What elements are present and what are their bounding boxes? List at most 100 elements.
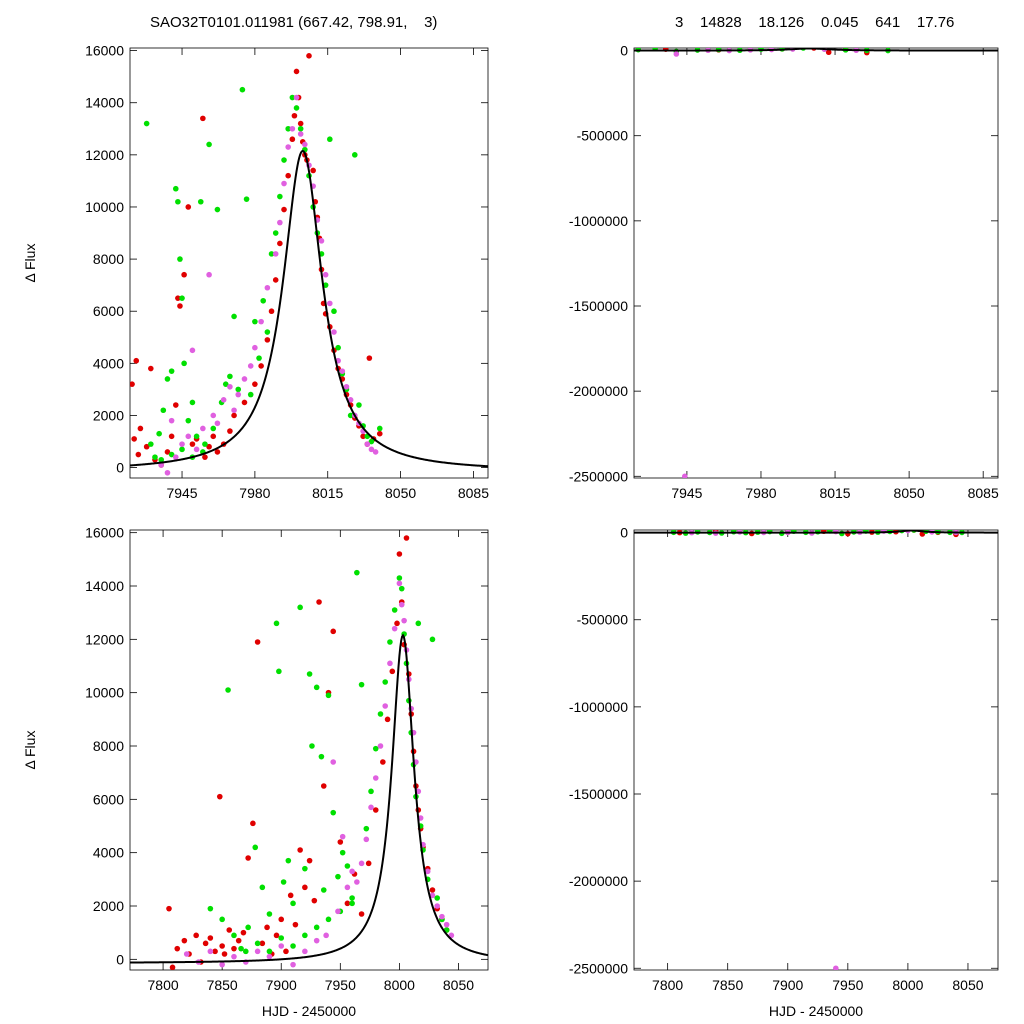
- point-violet: [429, 892, 436, 899]
- point-violet: [285, 144, 291, 150]
- point-green: [160, 407, 167, 414]
- point-red: [365, 860, 372, 867]
- point-red: [258, 363, 264, 369]
- point-green: [285, 857, 292, 864]
- point-violet: [254, 948, 261, 955]
- point-green: [325, 692, 332, 699]
- point-violet: [434, 903, 440, 909]
- point-green: [259, 884, 266, 891]
- x-tick-label: 7800: [148, 977, 179, 993]
- point-green: [181, 360, 187, 367]
- point-red: [372, 807, 379, 813]
- point-violet: [673, 51, 680, 57]
- plot-area: [130, 53, 488, 476]
- point-violet: [387, 660, 393, 667]
- point-violet: [354, 879, 360, 885]
- point-violet: [382, 703, 389, 709]
- point-red: [344, 900, 351, 907]
- point-red: [264, 924, 270, 931]
- panel-top-right: 7945 7980 8015 8050 8085 0 -500000 -1000000 -150…: [569, 43, 999, 501]
- point-violet: [206, 271, 212, 278]
- point-violet: [318, 238, 325, 244]
- point-green: [272, 230, 279, 236]
- x-tick-label: 8050: [385, 485, 416, 501]
- point-violet: [302, 141, 308, 148]
- point-red: [264, 337, 271, 343]
- model-curve: [634, 530, 998, 534]
- point-red: [254, 639, 261, 645]
- point-green: [207, 905, 214, 912]
- point-green: [382, 679, 389, 685]
- point-green: [368, 788, 374, 795]
- point-green: [231, 313, 237, 320]
- point-red: [306, 53, 312, 59]
- point-green: [276, 668, 282, 675]
- point-green: [391, 607, 398, 613]
- point-green: [339, 849, 346, 856]
- point-red: [143, 443, 150, 450]
- point-green: [297, 125, 304, 132]
- y-tick-label: 10000: [85, 199, 124, 215]
- point-violet: [347, 397, 354, 403]
- point-green: [280, 879, 287, 885]
- point-red: [292, 921, 299, 928]
- x-tick-label: 8050: [894, 485, 925, 501]
- point-green: [358, 681, 365, 688]
- point-red: [366, 355, 373, 361]
- point-red: [358, 911, 365, 917]
- point-violet: [372, 775, 379, 781]
- point-violet: [398, 601, 405, 608]
- point-green: [185, 417, 192, 424]
- point-violet: [281, 180, 287, 187]
- point-red: [168, 433, 175, 440]
- point-violet: [214, 420, 221, 427]
- point-violet: [313, 937, 320, 944]
- point-violet: [193, 446, 200, 453]
- y-tick-label: 16000: [85, 43, 124, 59]
- point-green: [210, 425, 217, 432]
- point-violet: [277, 219, 283, 226]
- point-violet: [372, 449, 379, 455]
- point-red: [272, 277, 279, 283]
- point-red: [202, 940, 209, 947]
- point-green: [202, 441, 208, 447]
- point-green: [278, 935, 285, 941]
- point-red: [316, 599, 322, 605]
- point-red: [131, 436, 137, 442]
- point-red: [148, 365, 154, 372]
- point-red: [231, 412, 237, 419]
- point-green: [264, 329, 271, 335]
- point-violet: [172, 454, 179, 460]
- x-tick-label: 8000: [384, 977, 415, 993]
- y-tick-label: 14000: [85, 95, 124, 111]
- point-red: [277, 240, 283, 247]
- point-red: [384, 716, 391, 723]
- point-green: [309, 743, 315, 749]
- point-violet: [424, 868, 431, 875]
- point-red: [302, 884, 308, 891]
- y-tick-label: 0: [116, 460, 124, 476]
- model-curve: [634, 48, 998, 52]
- y-tick-label: -2000000: [569, 383, 628, 399]
- point-green: [175, 198, 181, 205]
- x-tick-label: 7945: [166, 485, 197, 501]
- point-red: [273, 932, 280, 939]
- point-red: [221, 951, 228, 957]
- point-red: [166, 905, 172, 912]
- point-red: [380, 759, 386, 765]
- point-green: [349, 895, 355, 901]
- point-red: [825, 49, 832, 56]
- x-tick-label: 8000: [892, 977, 923, 993]
- point-red: [206, 443, 212, 450]
- x-axis-label: HJD - 2450000: [262, 1003, 356, 1019]
- point-violet: [164, 469, 171, 476]
- point-green: [289, 94, 296, 101]
- point-violet: [258, 318, 264, 325]
- point-violet: [235, 391, 242, 398]
- point-red: [212, 948, 218, 955]
- point-red: [252, 381, 258, 387]
- point-green: [396, 575, 403, 581]
- point-green: [231, 932, 237, 939]
- point-red: [241, 399, 248, 406]
- point-green: [376, 425, 383, 432]
